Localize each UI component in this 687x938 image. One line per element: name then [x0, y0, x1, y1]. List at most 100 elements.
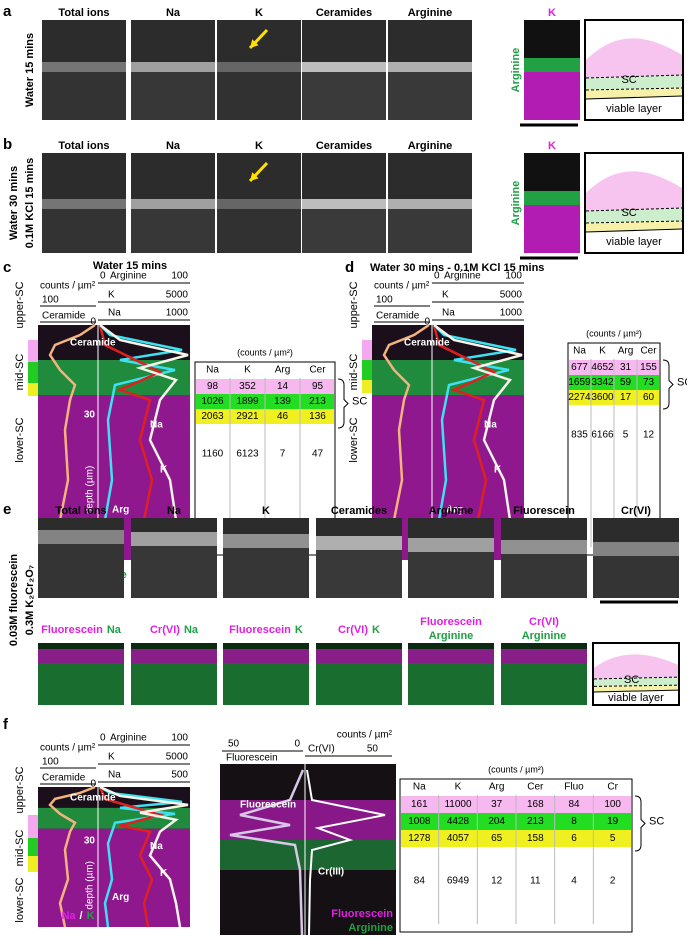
- table-cell: 73: [643, 377, 655, 388]
- zone-bar: [28, 815, 38, 838]
- image-band: [217, 199, 301, 209]
- table-header: Cer: [527, 782, 544, 793]
- table-cell: 4: [571, 876, 577, 887]
- label-part: Cr(VI): [150, 624, 180, 636]
- condition: 0.03M fluorescein: [8, 554, 20, 647]
- zone-bar: [362, 360, 372, 380]
- table-header: Na: [206, 365, 219, 376]
- image-texture: [42, 72, 126, 120]
- axis-unit: counts / µm²: [374, 281, 430, 292]
- axis-name: Na: [442, 308, 455, 319]
- axis-tick-label: 5000: [166, 752, 189, 763]
- arrow-head: [556, 341, 565, 350]
- table-unit: (counts / µm²): [237, 347, 293, 357]
- axis-tick-label: 0: [100, 271, 106, 282]
- schematic-line: [585, 207, 683, 224]
- panel-letter: f: [3, 716, 9, 733]
- image-band: [408, 538, 494, 552]
- image-texture: [131, 546, 217, 598]
- ceramide-curve: [382, 323, 430, 561]
- axis-tick-label: 1000: [166, 308, 189, 319]
- curve-label: Arg: [446, 505, 463, 516]
- label-part: /: [80, 910, 83, 922]
- table-cell: 59: [620, 377, 632, 388]
- axis-name: Cr(VI): [308, 744, 335, 755]
- curve-label: Ceramide: [404, 338, 450, 349]
- profile-green: [220, 840, 396, 870]
- table-cell: 84: [414, 876, 426, 887]
- schematic-label: viable layer: [606, 103, 662, 115]
- axis-tick-label: 30: [84, 410, 96, 421]
- axis-name: Arginine: [444, 271, 481, 282]
- table-cell: 95: [312, 381, 324, 392]
- axis-name: Ceramide: [42, 311, 86, 322]
- bracket-label: SC: [677, 376, 687, 388]
- table-cell: 2921: [236, 411, 259, 422]
- table-cell: 352: [239, 381, 256, 392]
- axis-unit: counts / µm²: [40, 743, 96, 754]
- image-band: [316, 536, 402, 550]
- schematic-label: viable layer: [606, 236, 662, 248]
- axis-tick-label: 100: [42, 757, 59, 768]
- table-cell: 11000: [444, 799, 472, 810]
- condition: 0.3M K₂Cr₂O₇: [24, 565, 36, 635]
- table-cell: 4652: [591, 362, 614, 373]
- table-cell: 6166: [591, 430, 614, 441]
- axis-name: K: [108, 290, 115, 301]
- image-texture: [217, 72, 301, 120]
- label-part: Cr(VI): [338, 624, 368, 636]
- table-cell: 3600: [591, 392, 614, 403]
- image: [223, 518, 309, 598]
- image-texture: [388, 209, 472, 253]
- table-unit: (counts / µm²): [586, 328, 642, 338]
- axis-tick-label: 100: [505, 271, 522, 282]
- image-texture: [501, 554, 587, 598]
- column-title: K: [255, 7, 263, 19]
- axis-tick-label: 0: [90, 779, 96, 790]
- axis-tick-label: 100: [171, 733, 188, 744]
- cr-curve: [306, 769, 386, 936]
- curve-label: Na: [150, 420, 163, 431]
- table-cell: 5: [623, 430, 629, 441]
- table-cell: 47: [312, 449, 324, 460]
- bracket-label: SC: [649, 815, 664, 827]
- na-curve: [98, 324, 163, 561]
- label-part: K: [372, 624, 380, 636]
- schematic-line: [585, 228, 683, 233]
- overlay-title: Fluorescein Na: [41, 624, 122, 636]
- label-part: Fluorescein: [229, 624, 291, 636]
- schematic-line: [585, 74, 683, 91]
- table-cell: 168: [527, 799, 544, 810]
- curve-label: Cr(III): [318, 867, 344, 878]
- arrow-head: [212, 341, 221, 350]
- panel-letter: c: [3, 259, 11, 276]
- axis-tick-label: 50: [367, 744, 379, 755]
- image-band: [388, 199, 472, 209]
- table-header: Fluo: [564, 782, 584, 793]
- zone-label: upper-SC: [14, 766, 26, 813]
- axis-name: Arginine: [110, 733, 147, 744]
- image-band: [131, 62, 215, 72]
- zone-bar: [28, 856, 38, 872]
- image-band: [302, 199, 386, 209]
- table-cell: 213: [309, 396, 326, 407]
- column-title: Na: [166, 140, 181, 152]
- table-header: Arg: [275, 365, 291, 376]
- column-title: Total ions: [55, 505, 106, 517]
- table-cell: 2063: [201, 411, 224, 422]
- overlay-magenta: [524, 72, 580, 120]
- bracket: [662, 359, 674, 410]
- image: [593, 518, 679, 598]
- panel-title: Water 15 mins: [93, 260, 167, 272]
- axis-unit: counts / µm²: [40, 281, 96, 292]
- overlay-green: [131, 663, 217, 705]
- profile-magenta: [38, 828, 190, 927]
- image-texture: [388, 72, 472, 120]
- schematic-mid: [586, 75, 682, 90]
- column-title: Ceramides: [331, 505, 387, 517]
- image-texture: [131, 72, 215, 120]
- axis-tick-label: 1000: [500, 308, 523, 319]
- axis-name: depth (µm): [85, 466, 96, 515]
- image-texture: [223, 548, 309, 598]
- profile-magenta: [220, 800, 396, 840]
